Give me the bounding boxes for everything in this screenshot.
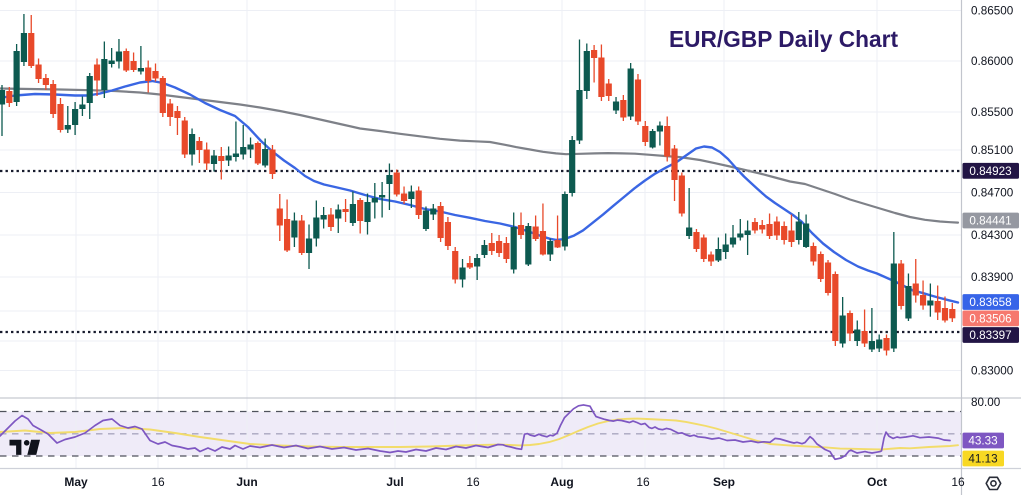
svg-text:0.86500: 0.86500 (971, 5, 1014, 18)
svg-text:Jun: Jun (236, 475, 257, 489)
svg-text:0.84700: 0.84700 (971, 187, 1014, 200)
svg-text:16: 16 (951, 475, 965, 489)
svg-text:80.00: 80.00 (971, 396, 1001, 409)
svg-text:EUR/GBP Daily Chart: EUR/GBP Daily Chart (669, 26, 898, 52)
svg-text:41.13: 41.13 (968, 453, 997, 466)
svg-text:Oct: Oct (867, 475, 887, 489)
svg-text:Jul: Jul (386, 475, 403, 489)
svg-text:0.83397: 0.83397 (969, 329, 1011, 342)
svg-text:0.85100: 0.85100 (971, 144, 1014, 157)
svg-text:0.83000: 0.83000 (971, 365, 1014, 378)
svg-text:0.83506: 0.83506 (969, 313, 1011, 326)
svg-text:Aug: Aug (550, 475, 573, 489)
svg-text:May: May (64, 475, 88, 489)
svg-text:0.83900: 0.83900 (971, 271, 1014, 284)
svg-text:0.86000: 0.86000 (971, 55, 1014, 68)
svg-text:0.83658: 0.83658 (969, 296, 1011, 309)
svg-text:0.85500: 0.85500 (971, 106, 1014, 119)
svg-text:16: 16 (151, 475, 165, 489)
svg-text:0.84300: 0.84300 (971, 229, 1014, 242)
svg-text:16: 16 (466, 475, 480, 489)
svg-text:16: 16 (636, 475, 650, 489)
svg-text:0.84441: 0.84441 (969, 215, 1011, 228)
svg-text:Sep: Sep (713, 475, 735, 489)
svg-text:43.33: 43.33 (968, 435, 997, 448)
svg-text:0.84923: 0.84923 (969, 165, 1011, 178)
